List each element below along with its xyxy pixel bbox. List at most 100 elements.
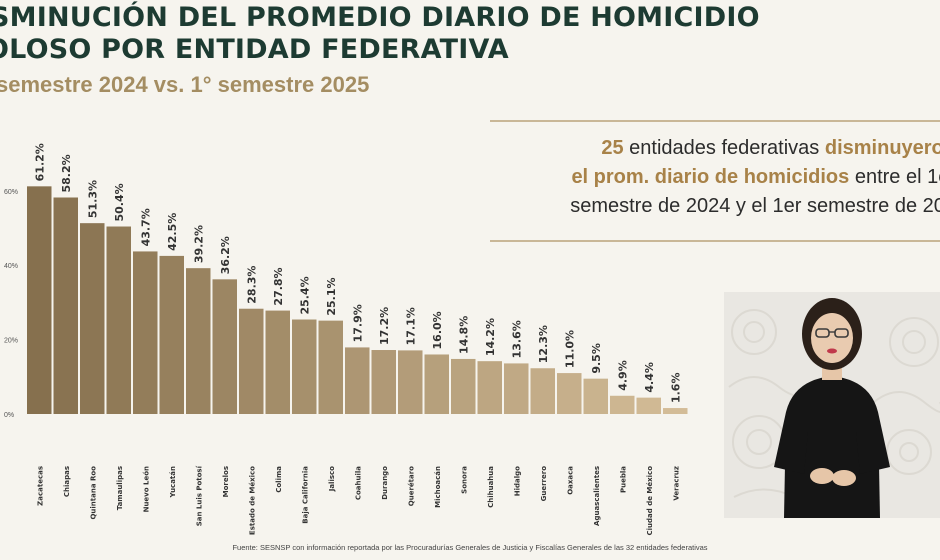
bar <box>610 395 635 414</box>
bar-value-label: 11.0% <box>563 330 576 368</box>
bar <box>398 350 423 414</box>
bar-value-label: 25.4% <box>298 276 311 314</box>
bar <box>292 319 317 414</box>
category-label: Guerrero <box>540 466 548 502</box>
bar-value-label: 17.2% <box>378 307 391 345</box>
y-tick-label: 40% <box>4 263 18 270</box>
category-label: Michoacán <box>434 466 442 508</box>
callout-highlight-2: el prom. diario de homicidios <box>571 166 850 188</box>
bar <box>371 350 396 414</box>
category-label: Jalisco <box>328 466 336 492</box>
callout-text-3: semestre de 2024 y el 1er semestre de 20… <box>570 195 940 217</box>
bar <box>133 251 158 414</box>
callout-text-2: entre el 1er <box>854 166 940 188</box>
category-label: Chihuahua <box>487 466 495 508</box>
bar-value-label: 16.0% <box>431 311 444 349</box>
category-label: Aguascalientes <box>593 466 601 526</box>
bar-value-label: 39.2% <box>192 225 205 263</box>
callout-divider-bottom <box>490 240 940 242</box>
category-label: Durango <box>381 466 389 500</box>
bar <box>106 226 131 414</box>
bar-value-label: 27.8% <box>272 267 285 305</box>
sign-language-interpreter-video <box>724 292 940 518</box>
callout-line-2: el prom. diario de homicidios entre el 1… <box>496 163 940 192</box>
category-label: Hidalgo <box>513 466 521 496</box>
bar <box>530 368 555 414</box>
category-label: Zacatecas <box>36 466 44 506</box>
category-label: Nuevo León <box>142 466 150 512</box>
bar <box>53 197 78 414</box>
category-label: Tamaulipas <box>116 466 124 510</box>
category-label: Coahuila <box>354 466 362 500</box>
bar-value-label: 17.1% <box>404 307 417 345</box>
category-label: San Luis Potosí <box>195 465 203 526</box>
bar <box>212 279 237 414</box>
category-label: Yucatán <box>169 466 177 498</box>
category-label: Sonora <box>460 466 468 494</box>
interpreter-figure <box>774 298 890 518</box>
callout-number: 25 <box>601 137 624 159</box>
category-label: Veracruz <box>672 466 680 501</box>
category-label: Estado de México <box>248 466 256 535</box>
callout-highlight-1: disminuyeron <box>824 137 940 159</box>
bar-value-label: 14.2% <box>484 318 497 356</box>
chart-title-line-2: OLOSO POR ENTIDAD FEDERATIVA <box>0 34 509 65</box>
y-tick-label: 60% <box>4 189 18 196</box>
category-labels: Zacatecas Chiapas Quintana Roo Tamaulipas Nu… <box>36 465 680 535</box>
bar <box>318 320 343 414</box>
bar <box>159 255 184 414</box>
bar <box>345 347 370 414</box>
bar <box>583 378 608 414</box>
bar-value-label: 25.1% <box>325 277 338 315</box>
category-label: Baja California <box>301 466 309 524</box>
bar <box>27 186 52 414</box>
bar <box>663 408 688 414</box>
bar <box>504 363 529 414</box>
bar-value-label: 58.2% <box>60 154 73 192</box>
bar <box>80 223 105 414</box>
bar-value-label: 14.8% <box>457 316 470 354</box>
bar-value-label: 42.5% <box>166 213 179 251</box>
bar <box>265 310 290 414</box>
bar-value-label: 9.5% <box>590 343 603 374</box>
bar-value-label: 4.4% <box>643 362 656 393</box>
y-axis: 60% 40% 20% 0% <box>4 189 18 419</box>
callout-text-1: entidades federativas <box>623 137 825 159</box>
chart-title-line-1: SMINUCIÓN DEL PROMEDIO DIARIO DE HOMICID… <box>0 2 760 33</box>
bar-value-label: 28.3% <box>245 266 258 304</box>
bar-value-label: 61.2% <box>33 143 46 181</box>
bar-value-label: 43.7% <box>139 208 152 246</box>
bar <box>451 358 476 414</box>
bar <box>186 268 211 414</box>
category-label: Puebla <box>619 466 627 493</box>
category-label: Oaxaca <box>566 466 574 495</box>
y-tick-label: 0% <box>4 412 14 419</box>
category-label: Querétaro <box>407 466 415 506</box>
bars <box>27 186 688 414</box>
callout-divider-top <box>490 120 940 122</box>
y-tick-label: 20% <box>4 338 18 345</box>
value-labels: 61.2% 58.2% 51.3% 50.4% 43.7% 42.5% 39.2% 36.2%… <box>33 143 682 403</box>
category-label: Chiapas <box>63 466 71 497</box>
callout-line-1: 25 entidades federativas disminuyeron <box>496 134 940 163</box>
bar-value-label: 51.3% <box>86 180 99 218</box>
bar-value-label: 36.2% <box>219 236 232 274</box>
bar-value-label: 12.3% <box>537 325 550 363</box>
bar-value-label: 17.9% <box>351 304 364 342</box>
bar <box>239 308 264 414</box>
bar <box>424 354 449 414</box>
callout-text: 25 entidades federativas disminuyeron el… <box>496 134 940 221</box>
category-label: Quintana Roo <box>89 466 97 520</box>
category-label: Morelos <box>222 466 230 497</box>
bar <box>636 397 661 414</box>
interpreter-image <box>728 298 940 518</box>
category-label: Ciudad de México <box>646 466 654 536</box>
bar-chart: 60% 40% 20% 0% 61.2% 58.2% 51.3% 50.4% 43.7% 42.… <box>4 143 688 535</box>
bar-value-label: 13.6% <box>510 320 523 358</box>
bar-value-label: 1.6% <box>669 373 682 404</box>
category-label: Colima <box>275 466 283 493</box>
chart-subtitle: semestre 2024 vs. 1° semestre 2025 <box>0 72 370 97</box>
callout-line-3: semestre de 2024 y el 1er semestre de 20… <box>496 192 940 221</box>
bar-value-label: 50.4% <box>113 183 126 221</box>
bar <box>557 373 582 414</box>
